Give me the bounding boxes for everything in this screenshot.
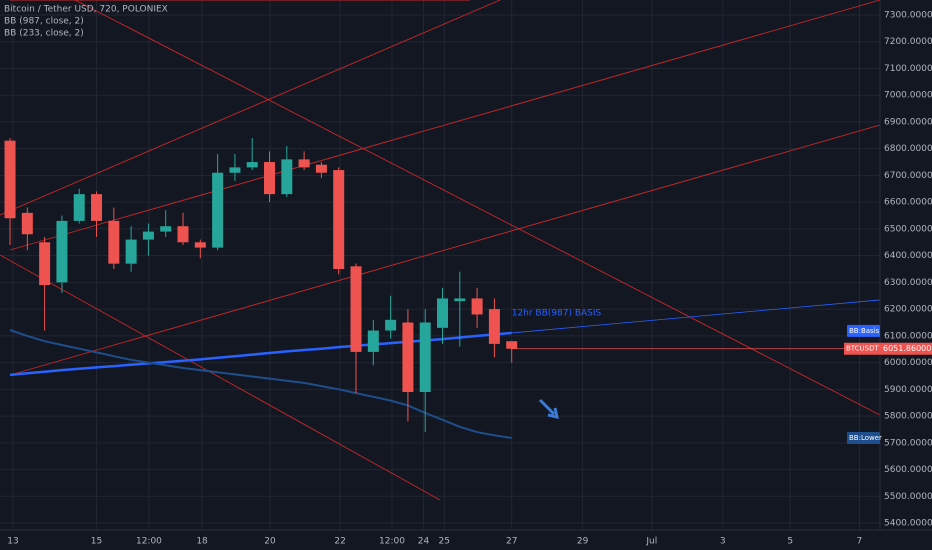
y-tick-label: 6200.00000000 (884, 305, 932, 315)
candle-body (488, 309, 500, 344)
x-tick-label: 3 (720, 537, 726, 547)
y-tick-label: 6500.00000000 (884, 224, 932, 234)
candle-body (177, 226, 189, 243)
grid (0, 0, 880, 530)
candle-body (91, 194, 103, 221)
y-tick-label: 7200.00000000 (884, 37, 932, 47)
indicator-extension (511, 299, 881, 334)
y-tick-label: 5500.00000000 (884, 492, 932, 502)
candle-body (142, 231, 154, 240)
trendline (74, 0, 881, 416)
y-tick-label: 5400.00000000 (884, 519, 932, 529)
candle-body (160, 226, 172, 232)
indicator-legend: BB (233, close, 2) (4, 29, 84, 39)
x-tick-label: 18 (196, 537, 208, 547)
y-tick-label: 7300.00000000 (884, 10, 932, 20)
series-badge (847, 432, 880, 445)
y-tick-label: 5800.00000000 (884, 412, 932, 422)
candle-body (281, 159, 293, 195)
y-tick-label: 6600.00000000 (884, 198, 932, 208)
y-tick-label: 5900.00000000 (884, 385, 932, 395)
candle-body (125, 239, 137, 264)
y-tick-label: 7000.00000000 (884, 91, 932, 101)
candle-body (194, 242, 206, 248)
y-tick-label: 5600.00000000 (884, 465, 932, 475)
candle-body (264, 162, 276, 195)
candle-body (229, 167, 241, 173)
candle-body (212, 172, 224, 248)
x-tick-label: 12:00 (379, 537, 405, 547)
y-tick-label: 7100.00000000 (884, 64, 932, 74)
price-badge-value: 6051.86000012 (883, 344, 932, 353)
candle-body (333, 170, 345, 270)
indicator-line (9, 329, 512, 439)
candle-body (246, 162, 258, 168)
series-badge-label: BB:Lower (849, 434, 882, 442)
x-tick-label: Jul (645, 537, 657, 547)
y-tick-label: 6400.00000000 (884, 251, 932, 261)
y-tick-label: 6700.00000000 (884, 171, 932, 181)
plot-area: 12hr BB(987) BASIS (4, 137, 881, 439)
y-tick-label: 6100.00000000 (884, 331, 932, 341)
axes: 7300.00000000 7200.00000000 7100.00000000 7… (7, 10, 932, 547)
candle-body (402, 322, 414, 393)
price-badge (844, 342, 880, 355)
candle-body (367, 330, 379, 352)
x-tick-label: 27 (506, 537, 517, 547)
x-tick-label: 15 (91, 537, 102, 547)
x-tick-label: 20 (264, 537, 276, 547)
candle-body (350, 266, 362, 352)
candle-body (454, 298, 466, 302)
y-tick-label: 6300.00000000 (884, 278, 932, 288)
candle-body (108, 220, 120, 264)
candle-body (437, 298, 449, 328)
series-badge (847, 324, 880, 337)
candle-body (21, 212, 33, 235)
series-badge-label: BB:Basis (849, 327, 880, 335)
candle-body (419, 322, 431, 393)
trendlines (0, 0, 881, 501)
price-axis (880, 0, 932, 550)
x-tick-label: 7 (857, 537, 863, 547)
candle-body (298, 159, 310, 168)
candle-body (56, 220, 68, 283)
candle-body (39, 242, 51, 286)
indicator-legend: BB (987, close, 2) (4, 17, 84, 27)
price-badge (880, 342, 932, 355)
x-tick-label: 5 (787, 537, 793, 547)
price-badge-label: BTCUSDT (846, 345, 880, 353)
x-tick-label: 29 (577, 537, 589, 547)
candle-body (315, 164, 327, 173)
trendline (0, 0, 501, 216)
x-tick-label: 13 (7, 537, 18, 547)
x-tick-label: 12:00 (136, 537, 162, 547)
trendline (0, 254, 441, 501)
y-tick-label: 5700.00000000 (884, 438, 932, 448)
trendline (9, 124, 881, 376)
trendline (9, 0, 881, 251)
arrow (538, 398, 559, 419)
x-tick-label: 25 (439, 537, 450, 547)
candle-body (4, 140, 16, 219)
candle-body (471, 298, 483, 315)
annotation: 12hr BB(987) BASIS (512, 308, 602, 318)
chart-title: Bitcoin / Tether USD, 720, POLONIEX (4, 5, 168, 15)
y-tick-label: 6800.00000000 (884, 144, 932, 154)
candle-body (385, 319, 397, 331)
y-tick-label: 6000.00000000 (884, 358, 932, 368)
x-tick-label: 24 (418, 537, 430, 547)
x-tick-label: 22 (334, 537, 345, 547)
candle-body (73, 194, 85, 221)
candle-body (506, 341, 518, 349)
y-tick-label: 6900.00000000 (884, 117, 932, 127)
